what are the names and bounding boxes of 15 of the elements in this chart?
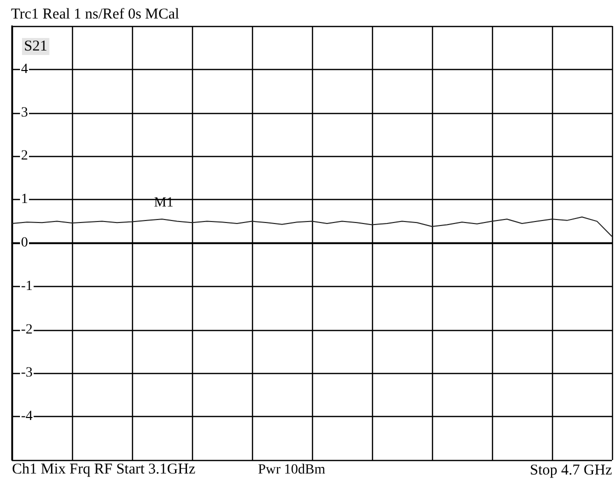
text: Stop 4.7 GHz: [530, 462, 612, 478]
text: Ch1 Mix Frq RF Start 3.1GHz: [12, 462, 196, 478]
text: Pwr 10dBm: [258, 462, 326, 478]
chart-title: Trc1 Real 1 ns/Ref 0s MCal: [11, 6, 180, 22]
annotation: S21: [24, 38, 48, 54]
line-series: [12, 216, 612, 237]
y-tick-label: 0: [21, 236, 28, 250]
y-tick-label: 3: [21, 105, 28, 120]
y-tick-label: 1: [21, 192, 28, 208]
y-tick-label: -4: [21, 409, 33, 424]
y-tick-label: -3: [21, 366, 33, 381]
y-tick-label: 4: [21, 62, 28, 77]
y-tick-label: -1: [21, 278, 33, 294]
y-tick-label: 2: [21, 148, 28, 164]
y-tick-label: -2: [21, 322, 33, 338]
